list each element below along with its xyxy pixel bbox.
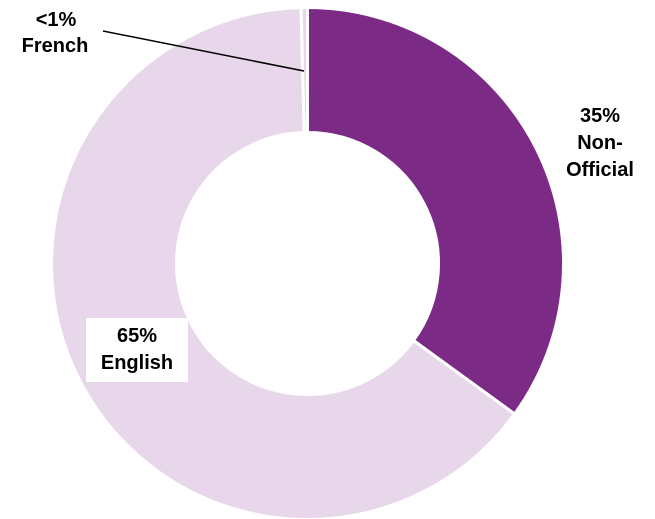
english-pct-label: 65% [117, 325, 157, 347]
french-name-label: French [22, 35, 89, 57]
slice-french [299, 6, 309, 135]
nonofficial-name-line1: Non- [577, 132, 623, 154]
nonofficial-name-line2: Official [566, 159, 634, 181]
slice-non-official [306, 6, 565, 416]
slice-english [50, 6, 517, 519]
slices-group [50, 6, 565, 519]
french-pct-label: <1% [36, 9, 77, 31]
nonofficial-pct-label: 35% [580, 105, 620, 127]
english-name-label: English [101, 352, 173, 374]
english-label-box [86, 318, 188, 382]
french-leader-line [102, 30, 305, 72]
